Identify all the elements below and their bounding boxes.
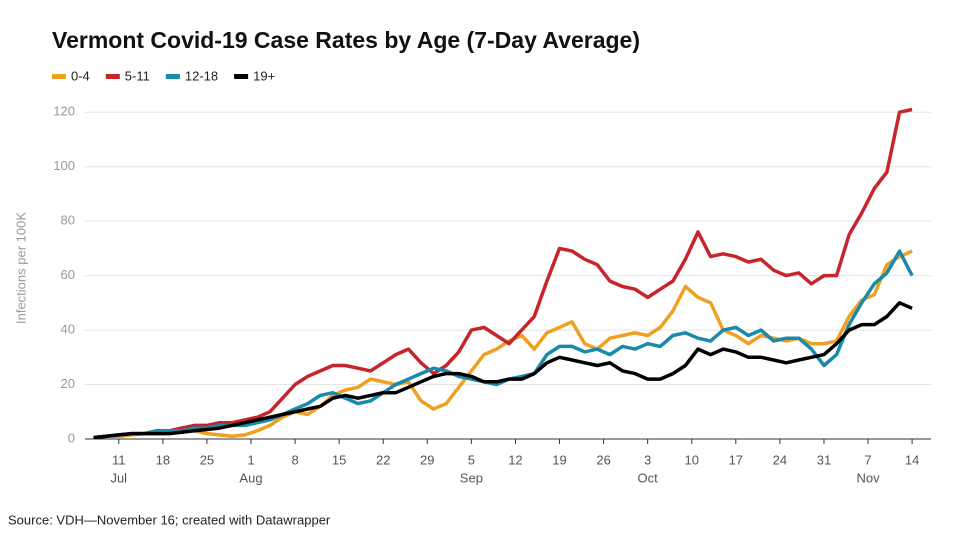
source: Source: VDH—November 16; created with Da… [8, 512, 331, 527]
legend-label: 0-4 [71, 68, 90, 83]
legend-swatch [105, 74, 120, 79]
x-tick-label: 10 [685, 452, 699, 467]
chart-title: Vermont Covid-19 Case Rates by Age (7-Da… [52, 27, 640, 53]
month-label: Sep [460, 470, 483, 485]
y-tick-label: 100 [53, 158, 75, 173]
legend-swatch [234, 74, 249, 79]
month-label: Aug [239, 470, 262, 485]
series-line [93, 249, 913, 440]
x-tick-label: 19 [552, 452, 566, 467]
series-line [93, 301, 913, 440]
x-tick-label: 25 [200, 452, 214, 467]
legend-label: 19+ [253, 68, 275, 83]
x-tick-label: 8 [291, 452, 298, 467]
x-tick-label: 22 [376, 452, 390, 467]
legend-label: 5-11 [125, 68, 150, 83]
y-tick-label: 20 [61, 376, 75, 391]
x-tick-label: 24 [773, 452, 787, 467]
x-tick-label: 7 [864, 452, 871, 467]
x-tick-label: 26 [596, 452, 610, 467]
x-tick-label: 31 [817, 452, 831, 467]
series-line [93, 107, 913, 440]
legend-label: 12-18 [185, 68, 218, 83]
month-label: Oct [638, 470, 659, 485]
x-tick-label: 17 [729, 452, 743, 467]
x-tick-label: 1 [247, 452, 254, 467]
x-tick-label: 18 [156, 452, 170, 467]
y-tick-label: 60 [61, 267, 75, 282]
y-axis-label: Infections per 100K [13, 212, 28, 324]
legend-swatch [52, 74, 66, 79]
y-tick-label: 40 [61, 322, 75, 337]
x-tick-label: 14 [905, 452, 919, 467]
month-label: Jul [110, 470, 127, 485]
x-tick-label: 3 [644, 452, 651, 467]
y-tick-label: 120 [53, 104, 75, 119]
x-tick-label: 12 [508, 452, 522, 467]
y-tick-label: 0 [68, 430, 75, 445]
x-tick-label: 15 [332, 452, 346, 467]
x-tick-label: 5 [468, 452, 475, 467]
x-tick-label: 29 [420, 452, 434, 467]
x-tick-label: 11 [112, 452, 126, 467]
month-label: Nov [856, 470, 880, 485]
legend-swatch [165, 74, 180, 79]
y-tick-label: 80 [61, 213, 75, 228]
